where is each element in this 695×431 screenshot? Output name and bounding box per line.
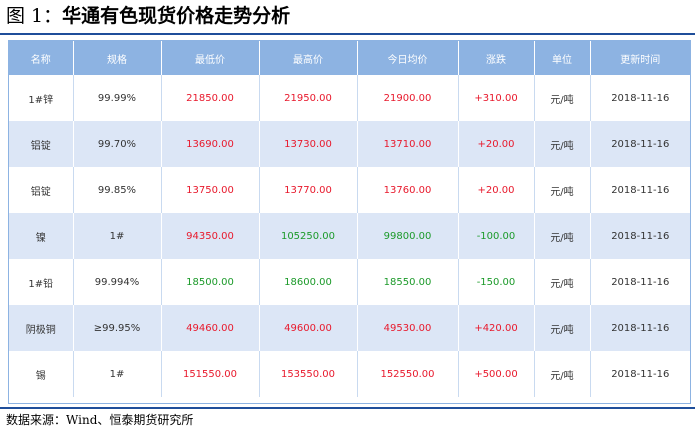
cell-avg-price: 152550.00: [357, 351, 459, 397]
header-unit: 单位: [534, 41, 591, 75]
table-header-row: 名称 规格 最低价 最高价 今日均价 涨跌 单位 更新时间: [9, 41, 690, 75]
cell-update-time: 2018-11-16: [590, 351, 690, 397]
cell-avg-price: 13710.00: [357, 121, 459, 167]
table-row: 1#铅 99.994% 18500.00 18600.00 18550.00 -150.0…: [9, 259, 690, 305]
cell-unit: 元/吨: [534, 167, 591, 213]
cell-low-price: 13690.00: [161, 121, 260, 167]
cell-low-price: 21850.00: [161, 75, 260, 121]
cell-spec: 99.70%: [73, 121, 162, 167]
price-table: 名称 规格 最低价 最高价 今日均价 涨跌 单位 更新时间 1#锌 99.99% 2…: [9, 41, 690, 397]
cell-update-time: 2018-11-16: [590, 121, 690, 167]
title-divider: [0, 33, 695, 35]
table-body: 1#锌 99.99% 21850.00 21950.00 21900.00 +310.00…: [9, 75, 690, 397]
cell-avg-price: 18550.00: [357, 259, 459, 305]
table-row: 铝锭 99.70% 13690.00 13730.00 13710.00 +20.00 元/…: [9, 121, 690, 167]
cell-avg-price: 13760.00: [357, 167, 459, 213]
cell-spec: 99.99%: [73, 75, 162, 121]
cell-update-time: 2018-11-16: [590, 167, 690, 213]
cell-avg-price: 99800.00: [357, 213, 459, 259]
cell-update-time: 2018-11-16: [590, 213, 690, 259]
cell-change: +500.00: [458, 351, 535, 397]
cell-avg-price: 49530.00: [357, 305, 459, 351]
price-table-container: 名称 规格 最低价 最高价 今日均价 涨跌 单位 更新时间 1#锌 99.99% 2…: [8, 40, 691, 404]
header-name: 名称: [9, 41, 74, 75]
cell-unit: 元/吨: [534, 351, 591, 397]
table-row: 铝锭 99.85% 13750.00 13770.00 13760.00 +20.00 元/…: [9, 167, 690, 213]
cell-name: 1#铅: [9, 259, 74, 305]
header-avg-price: 今日均价: [357, 41, 459, 75]
header-update-time: 更新时间: [590, 41, 690, 75]
cell-change: -150.00: [458, 259, 535, 305]
cell-name: 铝锭: [9, 121, 74, 167]
cell-name: 阴极铜: [9, 305, 74, 351]
cell-high-price: 153550.00: [259, 351, 358, 397]
header-spec: 规格: [73, 41, 162, 75]
source-note: 数据来源：Wind、恒泰期货研究所: [6, 413, 194, 427]
cell-spec: ≥99.95%: [73, 305, 162, 351]
cell-change: +310.00: [458, 75, 535, 121]
cell-update-time: 2018-11-16: [590, 259, 690, 305]
cell-change: +20.00: [458, 121, 535, 167]
header-high-price: 最高价: [259, 41, 358, 75]
cell-name: 1#锌: [9, 75, 74, 121]
figure-title-text: 华通有色现货价格走势分析: [62, 5, 291, 27]
cell-name: 铝锭: [9, 167, 74, 213]
cell-high-price: 21950.00: [259, 75, 358, 121]
cell-unit: 元/吨: [534, 213, 591, 259]
cell-high-price: 13730.00: [259, 121, 358, 167]
cell-unit: 元/吨: [534, 305, 591, 351]
cell-low-price: 49460.00: [161, 305, 260, 351]
table-row: 锡 1# 151550.00 153550.00 152550.00 +500.00 元/吨…: [9, 351, 690, 397]
cell-high-price: 13770.00: [259, 167, 358, 213]
figure-title: 图 1：华通有色现货价格走势分析: [6, 2, 290, 30]
table-row: 阴极铜 ≥99.95% 49460.00 49600.00 49530.00 +420.0…: [9, 305, 690, 351]
source-divider: [0, 407, 695, 409]
cell-change: -100.00: [458, 213, 535, 259]
cell-avg-price: 21900.00: [357, 75, 459, 121]
cell-high-price: 105250.00: [259, 213, 358, 259]
cell-update-time: 2018-11-16: [590, 305, 690, 351]
cell-low-price: 18500.00: [161, 259, 260, 305]
header-low-price: 最低价: [161, 41, 260, 75]
cell-spec: 99.85%: [73, 167, 162, 213]
table-row: 镍 1# 94350.00 105250.00 99800.00 -100.00 元/吨 20…: [9, 213, 690, 259]
cell-low-price: 94350.00: [161, 213, 260, 259]
cell-unit: 元/吨: [534, 259, 591, 305]
cell-spec: 1#: [73, 213, 162, 259]
cell-name: 锡: [9, 351, 74, 397]
cell-high-price: 49600.00: [259, 305, 358, 351]
cell-low-price: 13750.00: [161, 167, 260, 213]
figure-label: 图 1：: [6, 5, 63, 27]
cell-change: +20.00: [458, 167, 535, 213]
cell-update-time: 2018-11-16: [590, 75, 690, 121]
cell-high-price: 18600.00: [259, 259, 358, 305]
cell-name: 镍: [9, 213, 74, 259]
cell-spec: 1#: [73, 351, 162, 397]
table-row: 1#锌 99.99% 21850.00 21950.00 21900.00 +310.00…: [9, 75, 690, 121]
cell-low-price: 151550.00: [161, 351, 260, 397]
header-change: 涨跌: [458, 41, 535, 75]
cell-unit: 元/吨: [534, 75, 591, 121]
cell-change: +420.00: [458, 305, 535, 351]
cell-unit: 元/吨: [534, 121, 591, 167]
cell-spec: 99.994%: [73, 259, 162, 305]
